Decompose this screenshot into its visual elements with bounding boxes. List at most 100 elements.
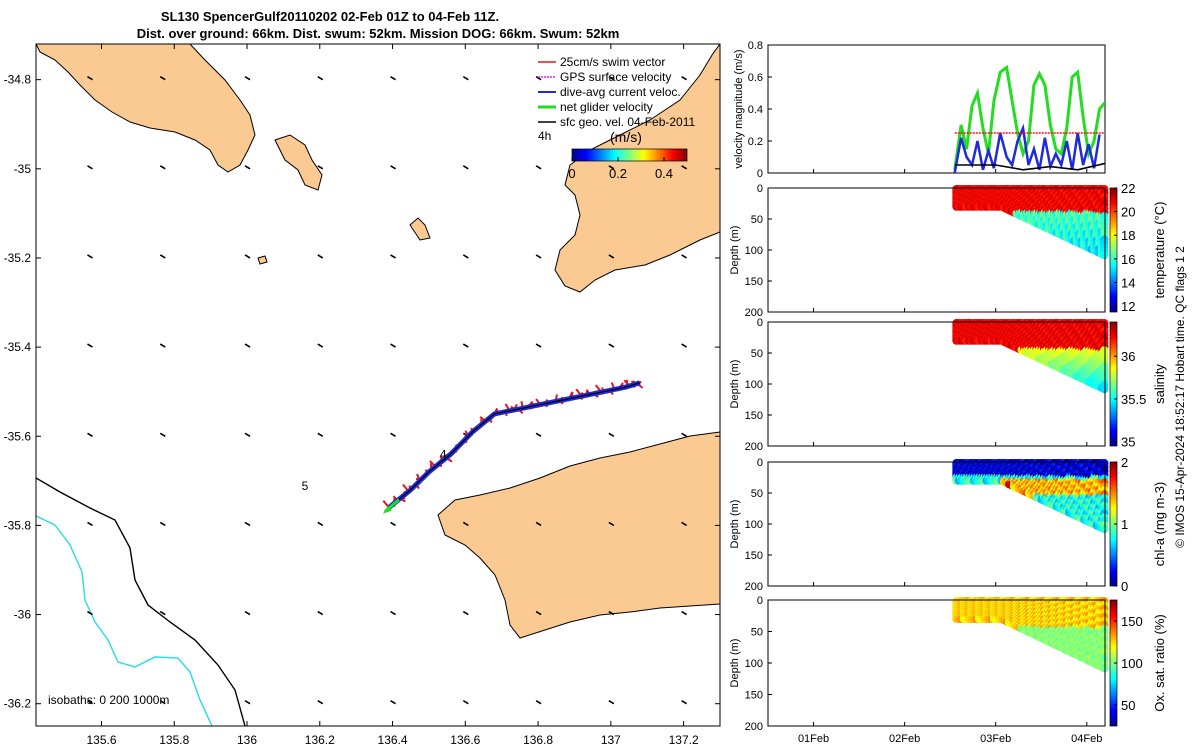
legend-time-label: 4h [538, 129, 551, 143]
section-cell [1100, 384, 1109, 394]
geo-arrow [608, 254, 615, 259]
map-xtick-label: 136.4 [378, 733, 408, 747]
cbar-label: Ox. sat. ratio (%) [1152, 614, 1167, 712]
cbar-label: temperature (°C) [1152, 202, 1167, 299]
map-cbar-tick-label: 0.2 [609, 166, 627, 181]
geo-arrow [462, 700, 469, 705]
map-ytick-label: -34.8 [4, 73, 32, 87]
chart-title-line2: Dist. over ground: 66km. Dist. swum: 52k… [137, 26, 620, 41]
map-cbar-tick-label: 0 [568, 166, 575, 181]
geo-arrow [159, 165, 166, 170]
cbar-tick-label: 16 [1121, 252, 1135, 267]
map-colorbar [571, 148, 688, 162]
map-ytick-label: -36.2 [4, 697, 32, 711]
section-ytick-label: 100 [745, 519, 763, 531]
map-ytick-label: -35 [14, 162, 32, 176]
geo-arrow [159, 75, 166, 81]
geo-arrow [681, 432, 688, 437]
cbar-label: salinity [1152, 364, 1167, 404]
chart-title-line1: SL130 SpencerGulf20110202 02-Feb 01Z to … [161, 9, 499, 24]
geo-arrow [244, 165, 251, 170]
velocity-line-dive-avg-current-veloc- [953, 123, 1101, 173]
geo-arrow [317, 343, 324, 348]
section-ytick-label: 150 [745, 276, 763, 288]
geo-arrow [159, 432, 166, 437]
cbar-tick-label: 0 [1121, 579, 1128, 594]
geo-arrow [681, 521, 688, 527]
geo-arrow [317, 165, 324, 170]
legend-net: net glider velocity [560, 100, 653, 114]
section-ylabel: Depth (m) [729, 500, 741, 549]
geo-arrow [317, 432, 324, 437]
colorbar-title: (m/s) [610, 129, 642, 145]
geo-arrow [87, 165, 93, 170]
time-tick-label: 02Feb [889, 733, 920, 745]
geo-arrow [159, 343, 166, 348]
geo-arrow [390, 521, 396, 527]
land-yorke-peninsula [36, 44, 256, 173]
cbar-tick-label: 20 [1121, 205, 1135, 220]
geo-arrow [462, 343, 469, 348]
geo-arrow [608, 700, 615, 705]
day-label-4: 4 [440, 448, 447, 462]
glider-track-line [388, 382, 641, 509]
geo-arrow [681, 343, 688, 348]
section-ytick-label: 0 [757, 595, 763, 607]
geo-arrow [390, 343, 396, 348]
map-xtick-label: 136.2 [305, 733, 335, 747]
geo-arrow [87, 700, 93, 705]
geo-arrow [317, 521, 324, 527]
geo-arrow [87, 610, 93, 616]
section-ytick-label: 0 [757, 457, 763, 469]
cbar-tick-label: 150 [1121, 614, 1143, 629]
section-ytick-label: 0 [757, 317, 763, 329]
geo-arrow [159, 521, 166, 527]
vel-ytick-label: 0.2 [748, 136, 763, 148]
map-xtick-label: 136 [237, 733, 257, 747]
geo-arrow [535, 521, 542, 527]
geo-arrow [244, 700, 251, 705]
section-ytick-label: 150 [745, 550, 763, 562]
map-legend: 25cm/s swim vector GPS surface velocity … [538, 55, 696, 181]
section-ytick-label: 50 [751, 488, 763, 500]
geo-arrow [681, 165, 688, 170]
vel-ylabel: velocity magnitude (m/s) [733, 49, 745, 168]
geo-arrow [535, 700, 542, 705]
geo-arrow [159, 254, 166, 259]
vel-ytick-label: 0 [757, 168, 763, 180]
time-tick-label: 03Feb [980, 733, 1011, 745]
time-tick-label: 04Feb [1071, 733, 1102, 745]
geo-arrow [390, 432, 396, 437]
geo-arrow [608, 610, 615, 616]
map-xtick-label: 137 [601, 733, 621, 747]
vel-ytick-label: 0.4 [748, 104, 763, 116]
map-ytick-label: -35.4 [4, 340, 32, 354]
map-land-layer [36, 44, 720, 639]
geo-arrow [608, 343, 615, 348]
section-ytick-label: 0 [757, 183, 763, 195]
section-ytick-label: 50 [751, 214, 763, 226]
cbar-tick-label: 14 [1121, 275, 1135, 290]
section-ytick-label: 200 [745, 441, 763, 453]
cbar-tick-label: 22 [1121, 181, 1135, 196]
geo-arrow [681, 700, 688, 705]
geo-arrow [462, 610, 469, 616]
map-xtick-label: 137.2 [669, 733, 699, 747]
geo-arrow [87, 521, 93, 527]
geo-arrow [317, 610, 324, 616]
geo-arrow [535, 343, 542, 348]
section-ytick-label: 150 [745, 690, 763, 702]
cbar-tick-label: 2 [1121, 455, 1128, 470]
vel-ytick-label: 0.8 [748, 40, 763, 52]
section-ytick-label: 200 [745, 581, 763, 593]
geo-arrow [244, 343, 251, 348]
geo-arrow [317, 75, 324, 81]
cbar-tick-label: 100 [1121, 656, 1143, 671]
geo-arrow [462, 521, 469, 527]
geo-arrow [390, 75, 396, 81]
geo-arrow [390, 610, 396, 616]
geo-arrow [535, 165, 542, 170]
map-cbar-tick-label: 0.4 [655, 166, 673, 181]
